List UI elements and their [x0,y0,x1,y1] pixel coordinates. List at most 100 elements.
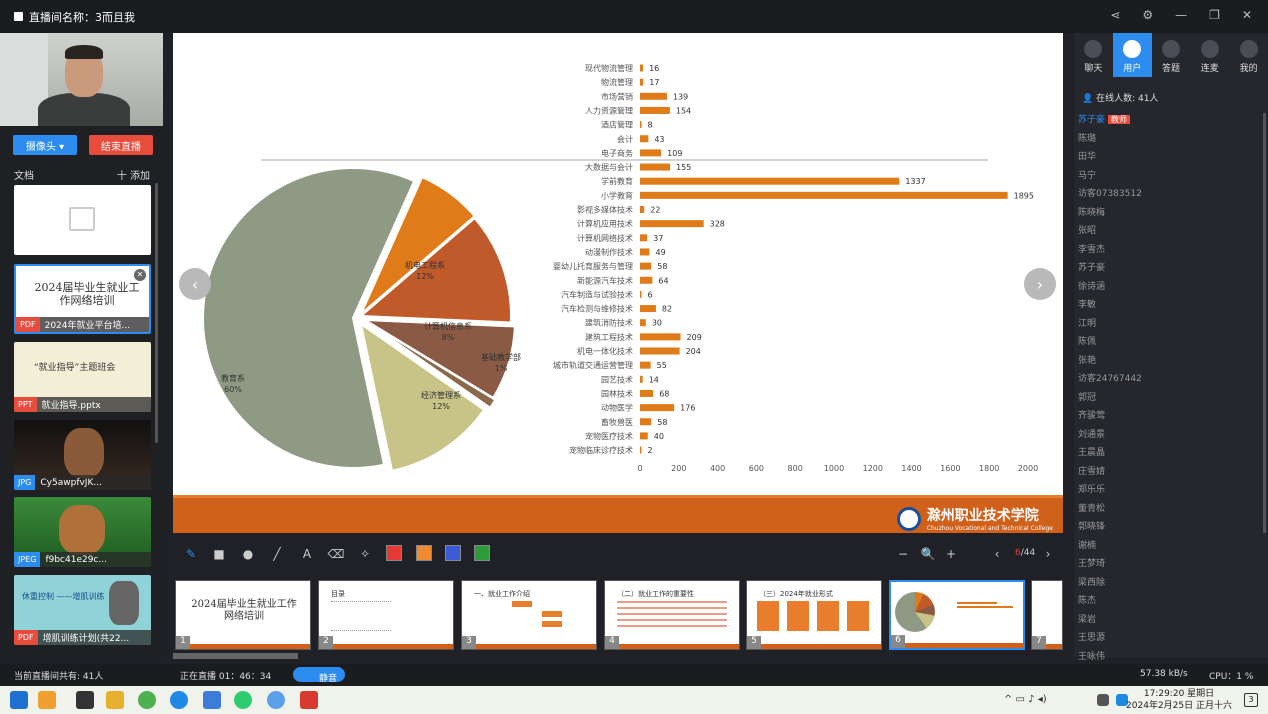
slide-thumb[interactable]: 7 [1031,580,1063,650]
minimize-button[interactable]: — [1175,8,1188,22]
restore-button[interactable]: ❐ [1209,8,1220,22]
app-icon[interactable] [76,691,94,709]
user-item[interactable]: 陈璐 [1078,133,1097,144]
user-item[interactable]: 访客07383512 [1078,189,1142,199]
user-item[interactable]: 庄雪婧 [1078,466,1106,477]
add-doc-button[interactable]: 十 添加 [116,171,150,182]
user-item[interactable]: 田华 [1078,152,1097,162]
doc-item[interactable] [14,185,151,255]
pie-label: 经济管理系 [421,390,461,400]
app-icon[interactable] [138,691,156,709]
prev-slide-button[interactable]: ‹ [179,268,211,300]
circle-icon[interactable]: ● [242,547,254,561]
doc-item[interactable]: 2024届毕业生就业工作网络培训 ✕ PDF 2024年就业平台培... [14,264,151,334]
rectangle-icon[interactable]: ■ [213,547,225,561]
user-item[interactable]: 齐骏莺 [1078,411,1106,421]
calendar-icon[interactable] [203,691,221,709]
tab-mic[interactable]: 连麦 [1190,33,1229,77]
user-item[interactable]: 陈晓梅 [1078,207,1106,218]
line-icon[interactable]: ╱ [273,547,281,561]
user-item[interactable]: 张艳 [1078,355,1097,366]
user-item[interactable]: 张昭 [1078,226,1097,236]
user-item[interactable]: 苏子豪 教师 [1078,113,1258,132]
user-item[interactable]: 王梦琦 [1078,559,1106,569]
user-item[interactable]: 王晨晶 [1078,448,1106,458]
user-item[interactable]: 刘通景 [1078,429,1106,440]
pen-icon[interactable]: ✎ [185,547,197,561]
next-page-button[interactable]: › [1045,547,1051,561]
user-item[interactable]: 谢楠 [1078,540,1097,551]
user-item[interactable]: 徐诗涵 [1078,281,1106,292]
bar [640,446,642,454]
prev-page-button[interactable]: ‹ [994,547,1000,561]
wechat-icon[interactable] [234,691,252,709]
user-item[interactable]: 苏子豪 [1078,263,1106,273]
color-orange[interactable] [416,545,432,561]
doc-item[interactable]: JPEG f9bc41e29c... [14,497,151,567]
app-icon[interactable] [267,691,285,709]
user-item[interactable]: 梁西除 [1078,577,1106,588]
edge-icon[interactable] [170,691,188,709]
user-item[interactable]: 马宁 [1078,170,1097,181]
slide-thumb[interactable]: （三）2024年就业形式 5 [746,580,882,650]
end-live-button[interactable]: 结束直播 [89,135,153,155]
next-slide-button[interactable]: › [1024,268,1056,300]
doc-item[interactable]: JPG Cy5awpfvJK... [14,420,151,490]
color-green[interactable] [474,545,490,561]
user-item[interactable]: 董青松 [1078,503,1106,514]
clear-icon[interactable]: ✧ [359,547,371,561]
user-item[interactable]: 郭冠 [1078,392,1097,403]
slide-thumb[interactable]: （二）就业工作的重要性 4 [604,580,740,650]
tray-icon[interactable] [1097,694,1109,706]
user-item[interactable]: 访客24767442 [1078,374,1142,384]
start-icon[interactable] [10,691,28,709]
thumbs-scrollbar[interactable] [173,653,298,659]
tray-icon[interactable] [1116,694,1128,706]
tray-icons[interactable]: ^ ▭ ♪ ◂) [1004,694,1047,705]
notification-icon[interactable]: 3 [1244,693,1258,707]
user-item[interactable]: 王思源 [1078,633,1106,643]
thumb-number: 1 [176,636,190,649]
app-icon[interactable] [300,691,318,709]
clock[interactable]: 17:29:20 星期日 2024年2月25日 正月十六 [1126,688,1232,712]
user-item[interactable]: 郑乐乐 [1078,485,1106,495]
bar-value-label: 49 [656,248,666,257]
color-blue[interactable] [445,545,461,561]
camera-button[interactable]: 摄像头 ▾ [13,135,77,155]
text-icon[interactable]: A [302,547,312,561]
user-item[interactable]: 梁岩 [1078,614,1097,625]
zoom-out-button[interactable]: − [897,547,909,561]
slide-thumb[interactable]: 一、就业工作介绍 3 [461,580,597,650]
color-red[interactable] [386,545,402,561]
share-icon[interactable]: ⋖ [1110,8,1121,22]
close-button[interactable]: ✕ [1241,8,1252,22]
slide-thumb-active[interactable]: 6 [889,580,1025,650]
slide-thumb[interactable]: 目录 2 [318,580,454,650]
user-item[interactable]: 江明 [1078,318,1097,329]
remove-doc-icon[interactable]: ✕ [134,269,146,281]
user-item[interactable]: 陈杰 [1078,596,1097,606]
app-icon[interactable] [38,691,56,709]
folder-icon[interactable] [106,691,124,709]
user-item[interactable]: 李雪杰 [1078,244,1106,255]
user-item[interactable]: 郭晓锋 [1078,522,1106,532]
doc-item[interactable]: “就业指导”主题班会 PPT 就业指导.pptx [14,342,151,412]
doc-item[interactable]: 休重控制 ——增肌训练 PDF 增肌训练计划(共22... [14,575,151,645]
users-scrollbar[interactable] [1263,113,1266,533]
mute-button[interactable]: 静音 [293,667,345,684]
zoom-in-button[interactable]: + [945,547,957,561]
user-item[interactable]: 王咏伟 [1078,651,1106,662]
tab-me[interactable]: 我的 [1229,33,1268,77]
tab-quiz[interactable]: 答题 [1152,33,1191,77]
left-panel: 摄像头 ▾ 结束直播 文档 十 添加 2024届毕业生就业工作网络培训 ✕ PD… [0,33,163,657]
slide-thumb[interactable]: 2024届毕业生就业工作网络培训 1 [175,580,311,650]
docs-scrollbar[interactable] [155,183,158,443]
eraser-icon[interactable]: ⌫ [327,547,345,561]
x-tick-label: 800 [788,464,803,473]
zoom-icon[interactable]: 🔍 [920,547,936,561]
user-item[interactable]: 陈佩 [1078,337,1097,347]
tab-users[interactable]: 用户 [1112,33,1152,77]
tab-chat[interactable]: 聊天 [1074,33,1113,77]
user-item[interactable]: 李敏 [1078,300,1097,310]
settings-icon[interactable]: ⚙ [1142,8,1154,22]
